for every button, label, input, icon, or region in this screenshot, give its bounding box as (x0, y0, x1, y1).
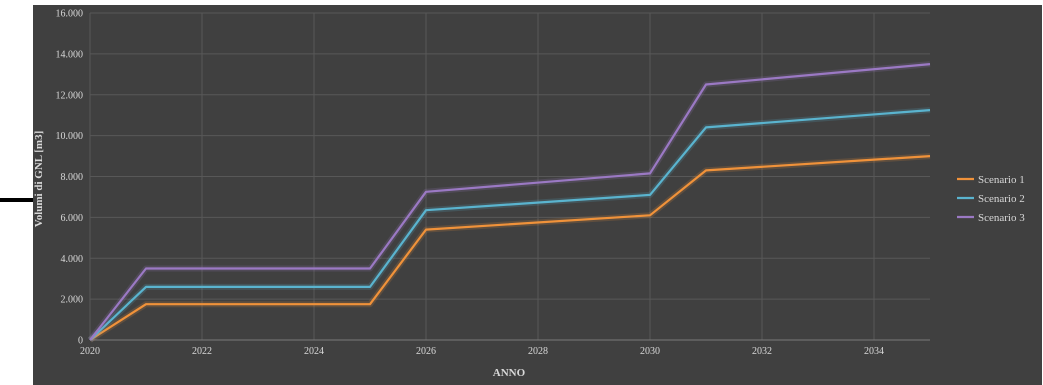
legend-label: Scenario 2 (978, 193, 1025, 205)
line-chart: 0 2.000 4.000 6.000 8.000 10.000 12.000 14.000 1… (33, 9, 1025, 380)
x-tick-label: 2026 (416, 346, 436, 357)
y-tick-label: 16.000 (56, 9, 84, 20)
x-tick-label: 2034 (864, 346, 884, 357)
series-line-2 (89, 109, 931, 341)
x-tick-label: 2020 (80, 346, 100, 357)
x-tick-label: 2022 (192, 346, 212, 357)
y-tick-label: 14.000 (56, 49, 84, 60)
legend-label: Scenario 1 (978, 174, 1025, 186)
legend: Scenario 1 Scenario 2 Scenario 3 (957, 174, 1025, 224)
series-line-3 (89, 63, 931, 341)
chart-area: 0 2.000 4.000 6.000 8.000 10.000 12.000 14.000 1… (33, 5, 1042, 385)
series-line-1 (89, 155, 931, 341)
legend-label: Scenario 3 (978, 212, 1025, 224)
series-lines (87, 61, 931, 343)
y-tick-label: 4.000 (61, 254, 84, 265)
left-edge-bar (0, 198, 33, 202)
gridlines (89, 12, 930, 341)
x-tick-label: 2028 (528, 346, 548, 357)
y-tick-label: 6.000 (61, 213, 84, 224)
y-tick-label: 12.000 (56, 90, 84, 101)
y-tick-label: 8.000 (61, 172, 84, 183)
x-tick-label: 2032 (752, 346, 772, 357)
y-tick-label: 10.000 (56, 131, 84, 142)
x-tick-label: 2030 (640, 346, 660, 357)
y-axis-title: Volumi di GNL [m3] (33, 131, 45, 227)
y-tick-label: 2.000 (61, 295, 84, 306)
x-axis-ticks: 2020 2022 2024 2026 2028 2030 2032 2034 (80, 346, 884, 357)
y-axis-ticks: 0 2.000 4.000 6.000 8.000 10.000 12.000 14.000 1… (56, 9, 84, 347)
x-tick-label: 2024 (304, 346, 324, 357)
x-axis-title: ANNO (493, 367, 526, 379)
y-tick-label: 0 (78, 336, 83, 347)
